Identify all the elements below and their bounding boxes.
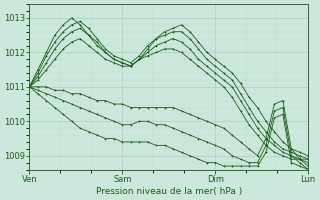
X-axis label: Pression niveau de la mer( hPa ): Pression niveau de la mer( hPa ) — [96, 187, 242, 196]
